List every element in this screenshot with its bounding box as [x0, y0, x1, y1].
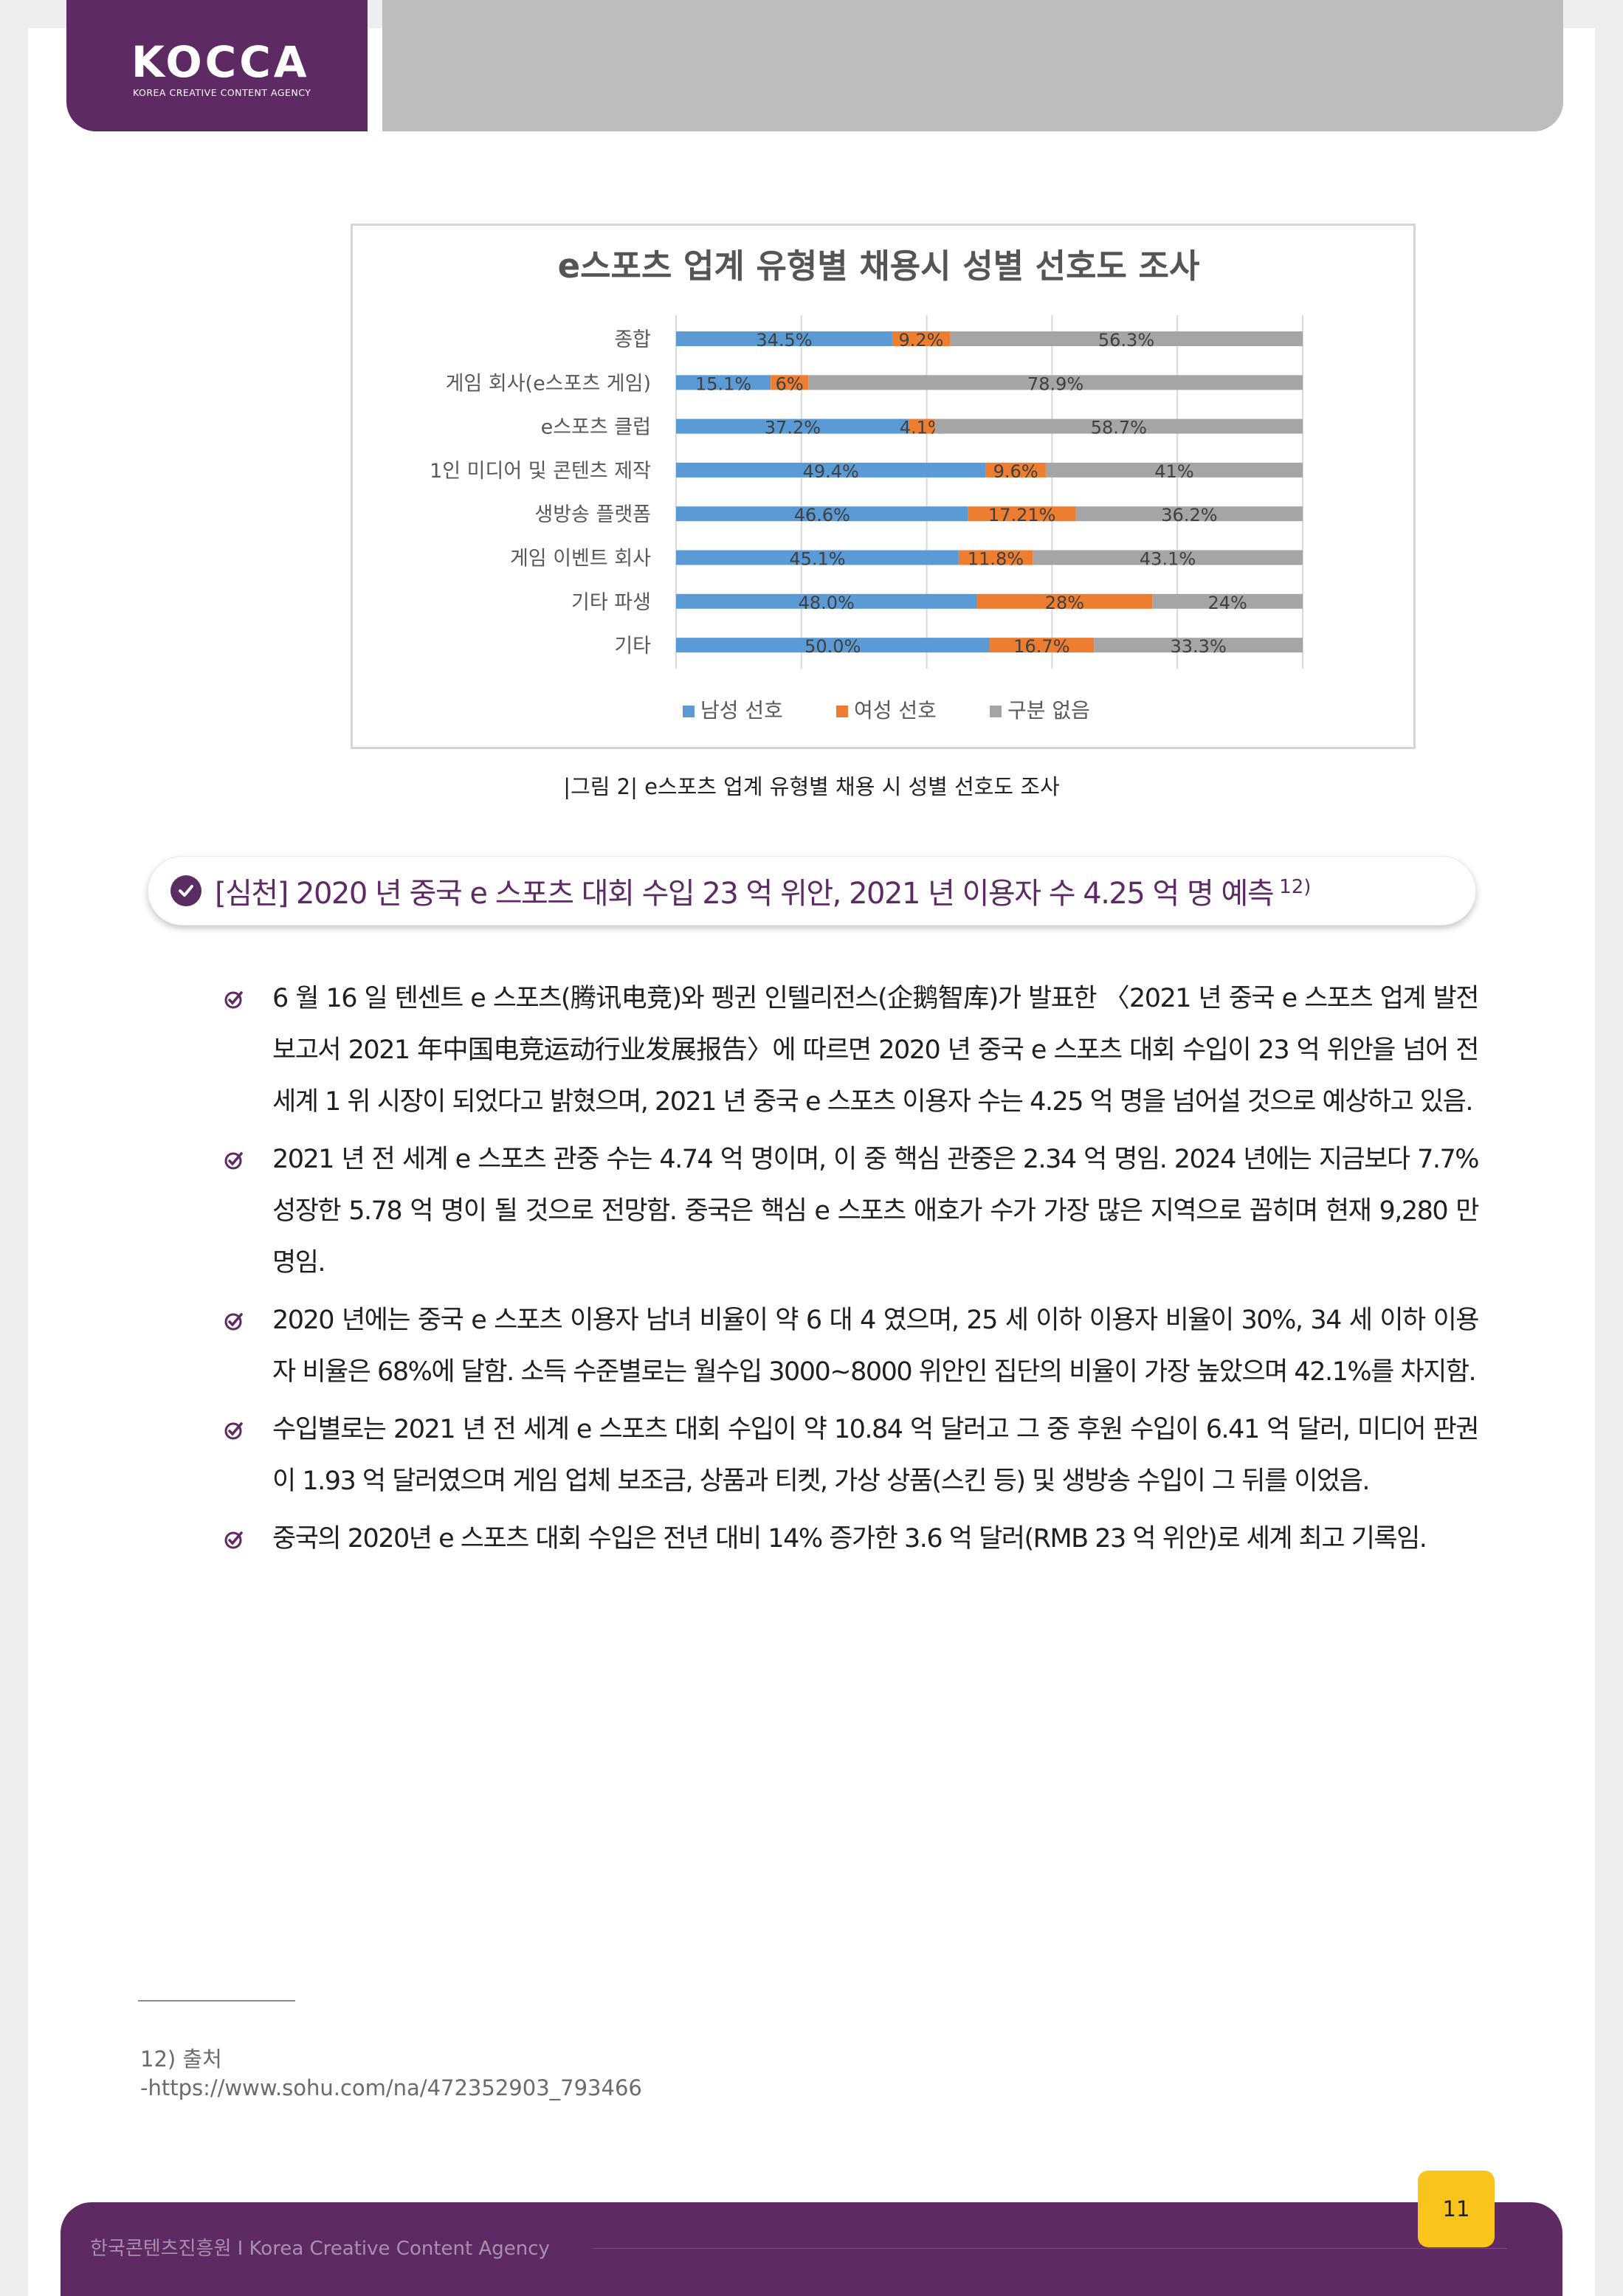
bar-segment [968, 506, 1076, 522]
category-label: 게임 회사(e스포츠 게임) [446, 372, 651, 395]
data-label: 50.0% [804, 636, 861, 657]
bar-segment [676, 375, 771, 390]
footnote-ref: 12) [1279, 875, 1312, 898]
data-label: 9.2% [898, 330, 943, 351]
bar-segment [1094, 638, 1303, 653]
check-bullet-icon [224, 1152, 243, 1170]
footnote-label: 12) 출처 [140, 2047, 222, 2072]
bar-segment [676, 593, 977, 609]
data-label: 37.2% [765, 418, 821, 438]
data-label: 9.6% [993, 461, 1038, 482]
data-label: 28% [1045, 593, 1084, 613]
category-label: 기타 [614, 635, 651, 658]
data-label: 33.3% [1171, 636, 1227, 657]
list-item: 수입별로는 2021 년 전 세계 e 스포츠 대회 수입이 약 10.84 억… [224, 1404, 1480, 1507]
category-label: 생방송 플랫폼 [534, 503, 651, 526]
check-bullet-icon [224, 1313, 243, 1331]
footnote-url[interactable]: -https://www.sohu.com/na/472352903_79346… [140, 2075, 642, 2100]
data-label: 16.7% [1013, 636, 1069, 657]
bar-segment [976, 593, 1153, 609]
data-label: 56.3% [1098, 330, 1154, 351]
data-label: 34.5% [756, 330, 812, 351]
bar-segment [989, 638, 1095, 653]
bar-segment [934, 418, 1303, 434]
bullet-text: 중국의 2020년 e 스포츠 대회 수입은 전년 대비 14% 증가한 3.6… [272, 1524, 1427, 1554]
page-number: 11 [1418, 2171, 1495, 2247]
check-bullet-icon [224, 991, 243, 1009]
data-label: 11.8% [968, 549, 1024, 570]
legend-swatch [836, 706, 848, 717]
data-label: 46.6% [794, 505, 850, 525]
data-label: 15.1% [695, 373, 751, 394]
legend-label: 구분 없음 [1007, 698, 1090, 723]
legend-swatch [990, 706, 1002, 717]
legend-label: 남성 선호 [700, 698, 783, 723]
bullet-list: 6 월 16 일 텐센트 e 스포츠(腾讯电竞)와 펭귄 인텔리전스(企鹅智库)… [224, 973, 1480, 1571]
legend-swatch [683, 706, 695, 717]
header-brand-block: KOCCA KOREA CREATIVE CONTENT AGENCY [66, 0, 368, 131]
data-label: 45.1% [789, 549, 845, 570]
bullet-text: 수입별로는 2021 년 전 세계 e 스포츠 대회 수입이 약 10.84 억… [272, 1415, 1480, 1496]
bar-segment [676, 638, 990, 653]
data-label: 17.21% [988, 505, 1056, 525]
footnote-divider [138, 2000, 295, 2002]
data-label: 41% [1154, 461, 1193, 482]
check-circle-icon [170, 875, 201, 906]
chart-title: e스포츠 업계 유형별 채용시 성별 선호도 조사 [558, 247, 1200, 286]
list-item: 2021 년 전 세계 e 스포츠 관중 수는 4.74 억 명이며, 이 중 … [224, 1134, 1480, 1289]
bullet-text: 6 월 16 일 텐센트 e 스포츠(腾讯电竞)와 펭귄 인텔리전스(企鹅智库)… [272, 984, 1480, 1117]
bar-segment [958, 550, 1033, 565]
bar-segment [1033, 550, 1303, 565]
bar-segment [808, 375, 1303, 390]
section-title-text: [심천] 2020 년 중국 e 스포츠 대회 수입 23 억 위안, 2021… [215, 877, 1275, 911]
bar-segment [1152, 593, 1303, 609]
category-label: e스포츠 클럽 [541, 416, 651, 439]
bar-segment [892, 331, 951, 346]
bar-segment [676, 462, 986, 478]
data-label: 43.1% [1140, 549, 1196, 570]
bar-segment [909, 418, 935, 434]
figure-caption: |그림 2| e스포츠 업계 유형별 채용 시 성별 선호도 조사 [563, 774, 1060, 799]
footer-text: 한국콘텐츠진흥원 I Korea Creative Content Agency [90, 2238, 550, 2260]
data-label: 78.9% [1027, 373, 1083, 394]
category-label: 1인 미디어 및 콘텐츠 제작 [430, 460, 651, 483]
bar-segment [1045, 462, 1303, 478]
bar-segment [1075, 506, 1303, 522]
section-heading: [심천] 2020 년 중국 e 스포츠 대회 수입 23 억 위안, 2021… [148, 856, 1476, 925]
bullet-text: 2020 년에는 중국 e 스포츠 이용자 남녀 비율이 약 6 대 4 였으며… [272, 1306, 1480, 1387]
bar-segment [676, 506, 968, 522]
bar-segment [676, 418, 909, 434]
data-label: 58.7% [1091, 418, 1147, 438]
bar-segment [771, 375, 809, 390]
header-bar [382, 0, 1563, 131]
category-label: 기타 파생 [571, 591, 651, 614]
data-label: 48.0% [799, 593, 855, 613]
bar-segment [676, 550, 959, 565]
data-label: 49.4% [803, 461, 859, 482]
bar-segment [676, 331, 892, 346]
check-bullet-icon [224, 1422, 243, 1440]
data-label: 36.2% [1161, 505, 1217, 525]
footer-rule [592, 2248, 1507, 2249]
legend-label: 여성 선호 [854, 698, 937, 723]
kocca-logo: KOCCA [131, 37, 310, 87]
bullet-text: 2021 년 전 세계 e 스포츠 관중 수는 4.74 억 명이며, 이 중 … [272, 1145, 1480, 1278]
footer-bar: 한국콘텐츠진흥원 I Korea Creative Content Agency [61, 2202, 1562, 2296]
list-item: 2020 년에는 중국 e 스포츠 이용자 남녀 비율이 약 6 대 4 였으며… [224, 1294, 1480, 1398]
bar-segment [985, 462, 1046, 478]
logo-subtitle: KOREA CREATIVE CONTENT AGENCY [133, 87, 311, 98]
list-item: 6 월 16 일 텐센트 e 스포츠(腾讯电竞)와 펭귄 인텔리전스(企鹅智库)… [224, 973, 1480, 1128]
data-label: 24% [1207, 593, 1247, 613]
category-label: 게임 이벤트 회사 [510, 548, 651, 570]
bar-segment [950, 331, 1303, 346]
check-bullet-icon [224, 1531, 243, 1549]
section-title: [심천] 2020 년 중국 e 스포츠 대회 수입 23 억 위안, 2021… [215, 869, 1311, 912]
data-label: 6% [776, 373, 804, 394]
list-item: 중국의 2020년 e 스포츠 대회 수입은 전년 대비 14% 증가한 3.6… [224, 1513, 1478, 1565]
category-label: 종합 [614, 328, 651, 351]
